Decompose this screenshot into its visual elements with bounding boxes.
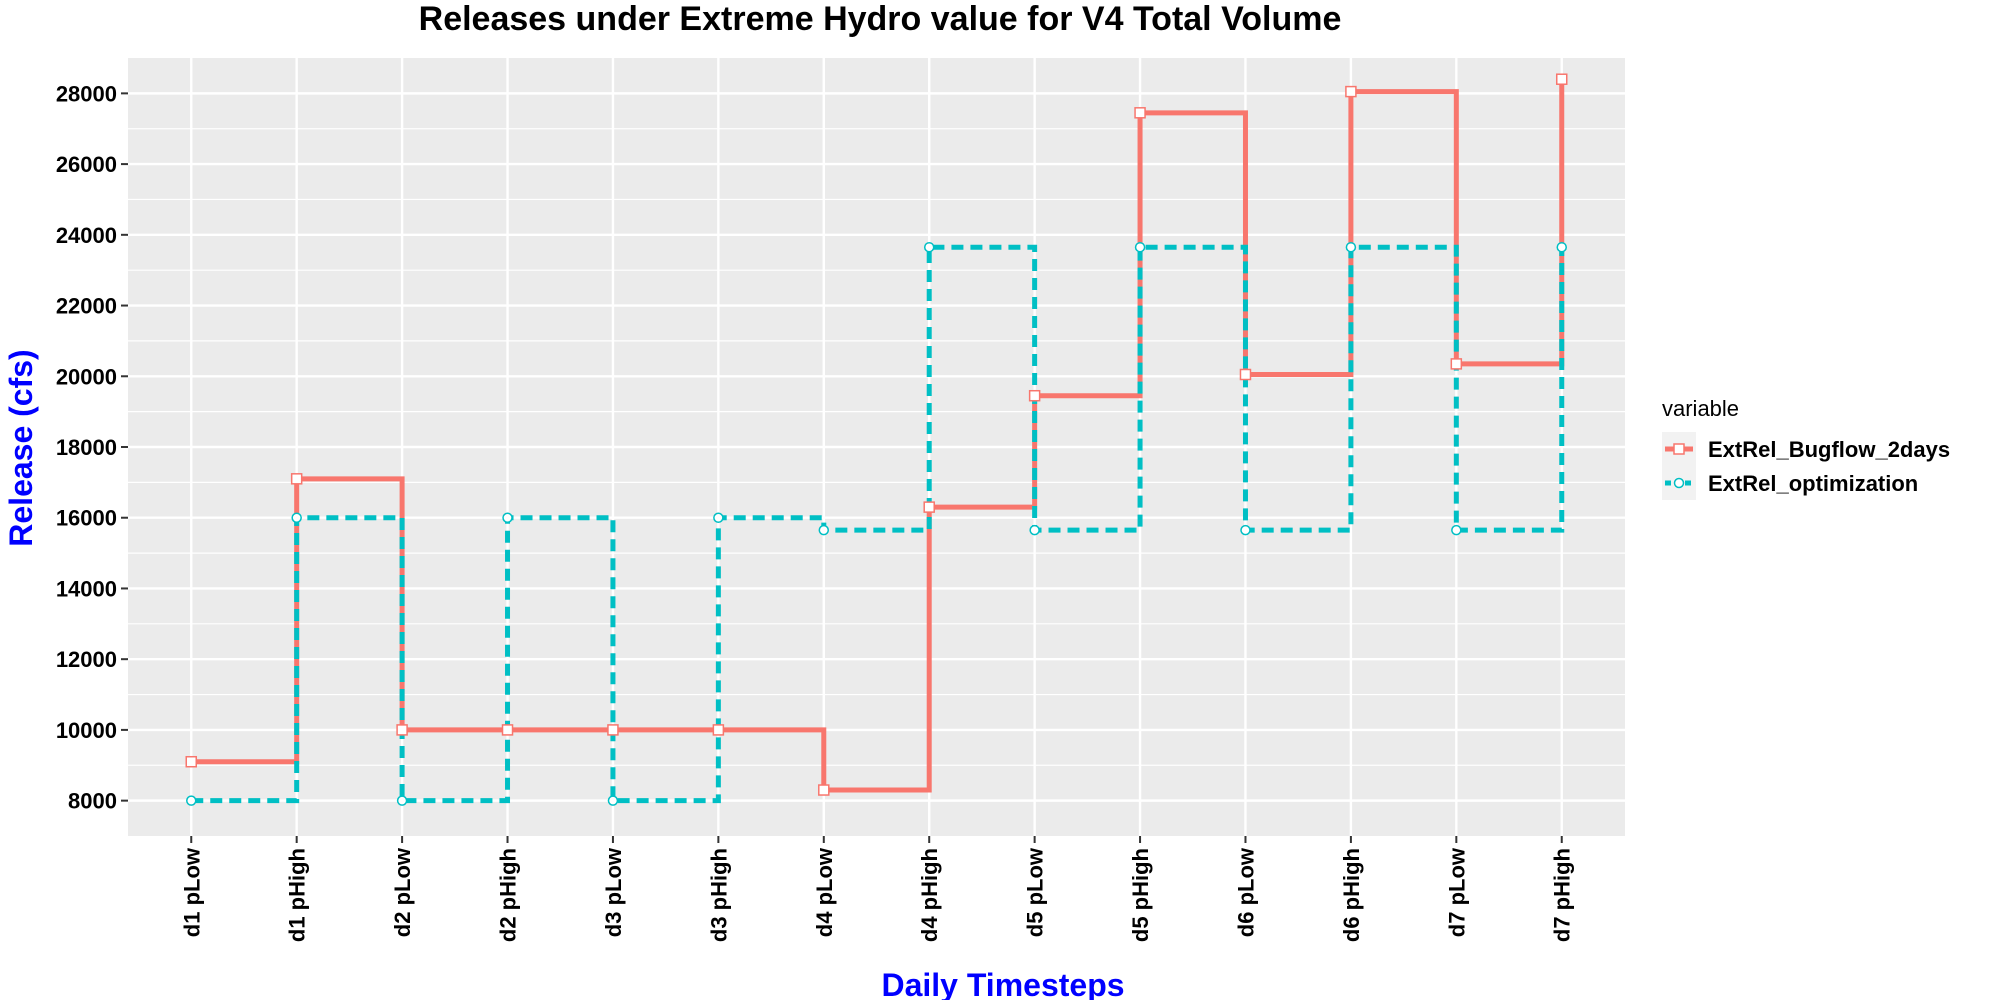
x-tick-label: d5 pLow — [1023, 847, 1048, 937]
data-point — [185, 755, 198, 768]
y-tick-label: 18000 — [56, 435, 117, 460]
x-tick-label: d1 pHigh — [285, 848, 310, 942]
legend-title: variable — [1662, 396, 1739, 421]
x-tick-label: d4 pHigh — [917, 848, 942, 942]
y-tick-label: 10000 — [56, 718, 117, 743]
x-tick-label: d2 pLow — [390, 847, 415, 937]
data-point — [1134, 107, 1146, 119]
series-line-0 — [191, 79, 1565, 793]
y-tick-label: 22000 — [56, 294, 117, 319]
data-point — [1345, 85, 1357, 98]
major-gridlines — [128, 58, 1625, 836]
x-axis-title: Daily Timesteps — [881, 967, 1124, 1000]
data-point — [1451, 524, 1462, 536]
data-point — [186, 795, 197, 806]
y-axis: 8000 10000 12000 14000 16000 18000 20000 22000 2… — [56, 81, 128, 814]
data-point — [1555, 73, 1568, 85]
y-tick-label: 24000 — [56, 223, 117, 248]
data-point — [1239, 368, 1252, 381]
x-tick-label: d7 pLow — [1444, 847, 1469, 937]
y-tick-label: 20000 — [56, 364, 117, 389]
x-tick-label: d3 pLow — [601, 847, 626, 937]
data-point — [396, 795, 408, 806]
legend-label: ExtRel_optimization — [1708, 471, 1918, 496]
y-axis-title: Release (cfs) — [3, 349, 39, 546]
x-tick-label: d7 pHigh — [1550, 848, 1575, 942]
data-point — [1029, 524, 1040, 536]
legend-key-marker — [1673, 443, 1685, 455]
y-tick-label: 16000 — [56, 506, 117, 531]
x-tick-label: d2 pHigh — [496, 848, 521, 942]
y-tick-label: 14000 — [56, 576, 117, 601]
minor-gridlines — [128, 128, 1625, 766]
y-tick-label: 8000 — [68, 789, 117, 814]
data-point — [818, 524, 830, 536]
y-tick-label: 28000 — [56, 81, 117, 106]
data-point — [607, 724, 619, 736]
x-tick-label: d4 pLow — [812, 847, 837, 937]
data-point — [396, 724, 408, 736]
data-point — [923, 501, 935, 513]
data-point — [1450, 358, 1463, 370]
legend-key-marker — [1673, 477, 1685, 489]
legend: variable ExtRel_Bugflow_2days ExtRel_opti… — [1662, 396, 1950, 500]
data-point — [713, 512, 724, 523]
chart-title: Releases under Extreme Hydro value for V… — [419, 0, 1342, 38]
series-layer — [185, 73, 1568, 806]
series-line-1 — [191, 244, 1565, 804]
x-axis: d1 pLow d1 pHigh d2 pLow d2 pHigh d3 pLow d3 … — [179, 836, 1575, 942]
x-tick-label: d1 pLow — [179, 847, 204, 937]
data-point — [502, 512, 513, 523]
data-point — [607, 795, 619, 806]
data-point — [1028, 389, 1041, 402]
data-point — [712, 724, 725, 736]
data-point — [1240, 524, 1251, 536]
data-point — [290, 473, 303, 485]
x-tick-label: d6 pLow — [1233, 847, 1258, 937]
x-tick-label: d6 pHigh — [1339, 848, 1364, 942]
data-point — [501, 724, 514, 736]
y-tick-label: 26000 — [56, 152, 117, 177]
data-point — [818, 784, 830, 796]
legend-label: ExtRel_Bugflow_2days — [1708, 437, 1950, 462]
data-point — [291, 512, 302, 523]
data-point — [1134, 241, 1146, 253]
data-point — [923, 241, 935, 253]
data-point — [1345, 241, 1357, 253]
y-tick-label: 12000 — [56, 647, 117, 672]
x-tick-label: d5 pHigh — [1128, 848, 1153, 942]
x-tick-label: d3 pHigh — [706, 848, 731, 942]
data-point — [1556, 241, 1567, 253]
